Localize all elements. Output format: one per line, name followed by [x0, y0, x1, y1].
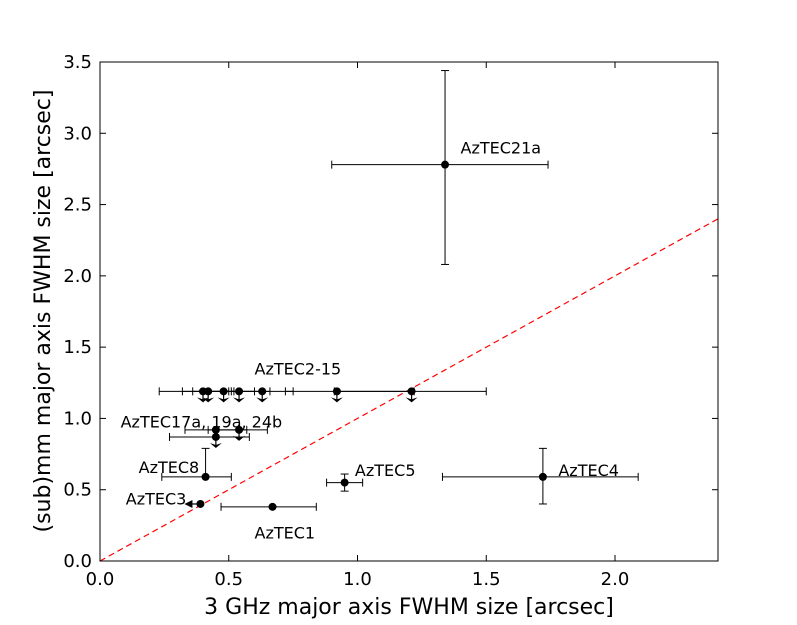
data-point: [340, 478, 349, 487]
upper-limit-arrow: [197, 397, 209, 403]
left-limit-arrow: [184, 499, 193, 508]
x-tick-label: 1.5: [472, 569, 501, 590]
data-point: [441, 160, 450, 169]
y-tick-label: 2.0: [63, 266, 92, 287]
x-tick-label: 2.0: [601, 569, 630, 590]
upper-limit-arrow: [233, 397, 246, 403]
point-label: AzTEC5: [355, 461, 416, 480]
x-tick-label: 0.5: [214, 569, 243, 590]
x-axis-title: 3 GHz major axis FWHM size [arcsec]: [204, 595, 614, 620]
point-label: AzTEC2-15: [255, 360, 342, 379]
y-tick-label: 3.0: [63, 123, 92, 144]
upper-limit-arrow: [330, 397, 343, 403]
point-label: AzTEC17a, 19a, 24b: [121, 412, 283, 431]
point-label: AzTEC8: [139, 458, 200, 477]
point-label: AzTEC21a: [461, 139, 542, 158]
y-tick-label: 0.5: [63, 480, 92, 501]
y-tick-label: 0.0: [63, 551, 92, 572]
upper-limit-arrow: [405, 397, 418, 403]
point-label: AzTEC4: [558, 461, 619, 480]
point-label: AzTEC3: [126, 489, 187, 508]
data-point: [201, 472, 210, 481]
data-point: [211, 425, 220, 434]
upper-limit-arrow: [233, 435, 246, 441]
x-tick-label: 1.0: [343, 569, 372, 590]
y-tick-label: 1.0: [63, 408, 92, 429]
upper-limit-arrow: [202, 397, 215, 403]
point-label: AzTEC1: [255, 523, 316, 542]
y-tick-label: 2.5: [63, 195, 92, 216]
data-point: [538, 472, 547, 481]
plot-frame: [99, 61, 719, 562]
upper-limit-arrow: [209, 442, 222, 448]
x-tick-label: 0.0: [86, 569, 115, 590]
y-axis-title: (sub)mm major axis FWHM size [arcsec]: [31, 90, 56, 533]
plot-area: [100, 62, 718, 561]
y-tick-label: 1.5: [63, 337, 92, 358]
data-point: [268, 502, 277, 511]
upper-limit-arrow: [256, 397, 269, 403]
y-tick-label: 3.5: [63, 52, 92, 73]
upper-limit-arrow: [217, 397, 230, 403]
